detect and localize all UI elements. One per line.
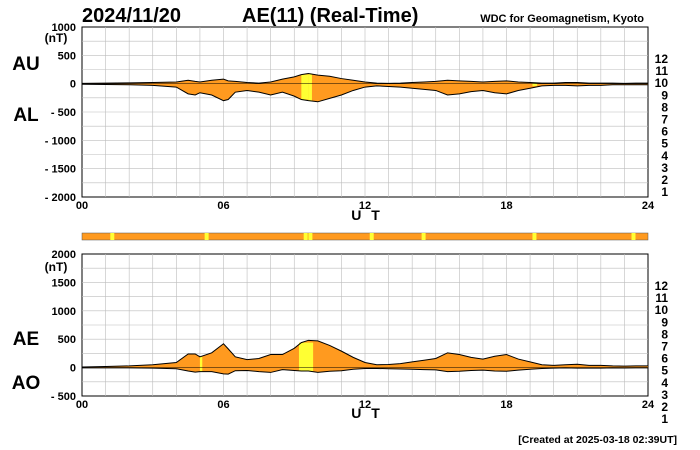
ae-ao-grid: [82, 254, 648, 396]
au-al-x-tick-label: 06: [217, 200, 229, 212]
ae-ao-fill: [81, 339, 648, 375]
station-count-label: 1: [661, 185, 668, 199]
au-al-highlight-band: [532, 83, 538, 86]
au-al-lower-trace: [81, 83, 648, 103]
au-al-y-tick-label: - 1000: [45, 135, 76, 147]
au-al-highlight-band: [301, 74, 309, 100]
ae-ao-y-tick-label: - 500: [51, 391, 76, 403]
ae-ao-x-tick-label: 18: [500, 399, 512, 411]
ae-ao-x-tick-label: 12: [359, 399, 371, 411]
au-al-x-tick-label: 00: [76, 200, 88, 212]
ae-ao-x-axis-label: U T: [351, 405, 383, 421]
au-al-y-tick-label: 500: [58, 50, 76, 62]
station-bar-mark: [369, 233, 374, 240]
ae-ao-y-tick-label: 2000: [52, 249, 76, 261]
ae-ao-highlight-band: [298, 342, 314, 372]
au-al-x-tick-labels: 00 06 12 18 24: [76, 200, 655, 212]
au-al-y-tick-label: - 1500: [45, 164, 76, 176]
ae-ao-highlight-band: [199, 356, 203, 372]
ae-ao-y-tick-label: 1500: [52, 277, 76, 289]
au-al-y-tick-label: 1000: [52, 22, 76, 34]
au-al-y-tick-label: 0: [70, 79, 76, 91]
au-al-x-tick-label: 12: [359, 200, 371, 212]
station-count-label: 2: [661, 173, 668, 187]
ae-ao-y-tick-labels: 2000 1500 1000 500 0 - 500: [51, 249, 76, 403]
au-al-y-unit: (nT): [45, 31, 68, 45]
station-count-label: 1: [661, 412, 668, 426]
au-al-x-tick-label: 24: [642, 200, 655, 212]
au-label: AU: [12, 54, 39, 75]
ae-ao-x-tick-label: 24: [642, 399, 655, 411]
station-count-label: 12: [655, 52, 669, 66]
al-label: AL: [13, 105, 39, 126]
station-bar-mark: [308, 233, 313, 240]
station-count-label: 4: [661, 376, 668, 390]
created-timestamp: [Created at 2025-03-18 02:39UT]: [518, 434, 677, 446]
station-count-label: 9: [661, 315, 668, 329]
au-al-highlight-band: [308, 73, 312, 101]
au-al-y-tick-label: - 2000: [45, 192, 76, 204]
ae-ao-upper-trace: [81, 339, 648, 368]
au-al-x-tick-label: 18: [500, 200, 512, 212]
chart-title: AE(11) (Real-Time): [242, 5, 418, 27]
station-count-label: 9: [661, 88, 668, 102]
station-count-label: 8: [661, 100, 668, 114]
station-count-label: 3: [661, 388, 668, 402]
station-bar-base: [81, 232, 649, 241]
station-bar-mark: [421, 233, 426, 240]
au-al-x-axis-label: U T: [351, 207, 383, 223]
ae-ao-y-tick-label: 0: [70, 363, 76, 375]
au-al-y-tick-label: - 500: [51, 107, 76, 119]
station-bar-mark: [110, 233, 115, 240]
station-count-label: 8: [661, 327, 668, 341]
station-bar-mark: [532, 233, 537, 240]
station-count-label: 7: [661, 340, 668, 354]
station-count-label: 12: [655, 279, 669, 293]
au-al-grid: [82, 27, 648, 197]
au-al-fill: [81, 72, 648, 103]
station-count-label: 11: [655, 64, 668, 78]
ao-label: AO: [12, 373, 41, 394]
ae-ao-area: [82, 340, 648, 375]
station-count-label: 5: [661, 137, 668, 151]
date-title: 2024/11/20: [82, 5, 181, 27]
station-bar-mark: [631, 233, 636, 240]
station-count-label: 6: [661, 352, 668, 366]
ae-ao-y-tick-label: 1000: [52, 306, 76, 318]
station-count-label: 11: [655, 291, 668, 305]
ae-ao-y-unit: (nT): [45, 260, 68, 274]
ae-ao-x-tick-label: 00: [76, 399, 88, 411]
ae-label: AE: [13, 329, 39, 350]
station-bar-mark: [204, 233, 209, 240]
station-count-label: 3: [661, 161, 668, 175]
station-count-label: 10: [655, 303, 669, 317]
ae-ao-x-tick-labels: 00 06 12 18 24: [76, 399, 655, 411]
station-count-label: 5: [661, 364, 668, 378]
institution-label: WDC for Geomagnetism, Kyoto: [480, 13, 644, 25]
au-al-y-tick-labels: 1000 500 0 - 500 - 1000 - 1500 - 2000: [45, 22, 76, 204]
ae-ao-lower-trace: [82, 367, 648, 375]
station-count-label: 7: [661, 113, 668, 127]
ae-ao-y-tick-label: 500: [58, 334, 76, 346]
station-count-label: 10: [655, 76, 669, 90]
station-count-label: 6: [661, 125, 668, 139]
station-count-label: 2: [661, 400, 668, 414]
station-count-label: 4: [661, 149, 668, 163]
au-al-area: [82, 73, 648, 102]
station-coverage-bar: [81, 232, 649, 241]
au-al-upper-trace: [81, 72, 648, 84]
ae-ao-x-tick-label: 06: [217, 399, 229, 411]
station-bar-mark: [303, 233, 308, 240]
